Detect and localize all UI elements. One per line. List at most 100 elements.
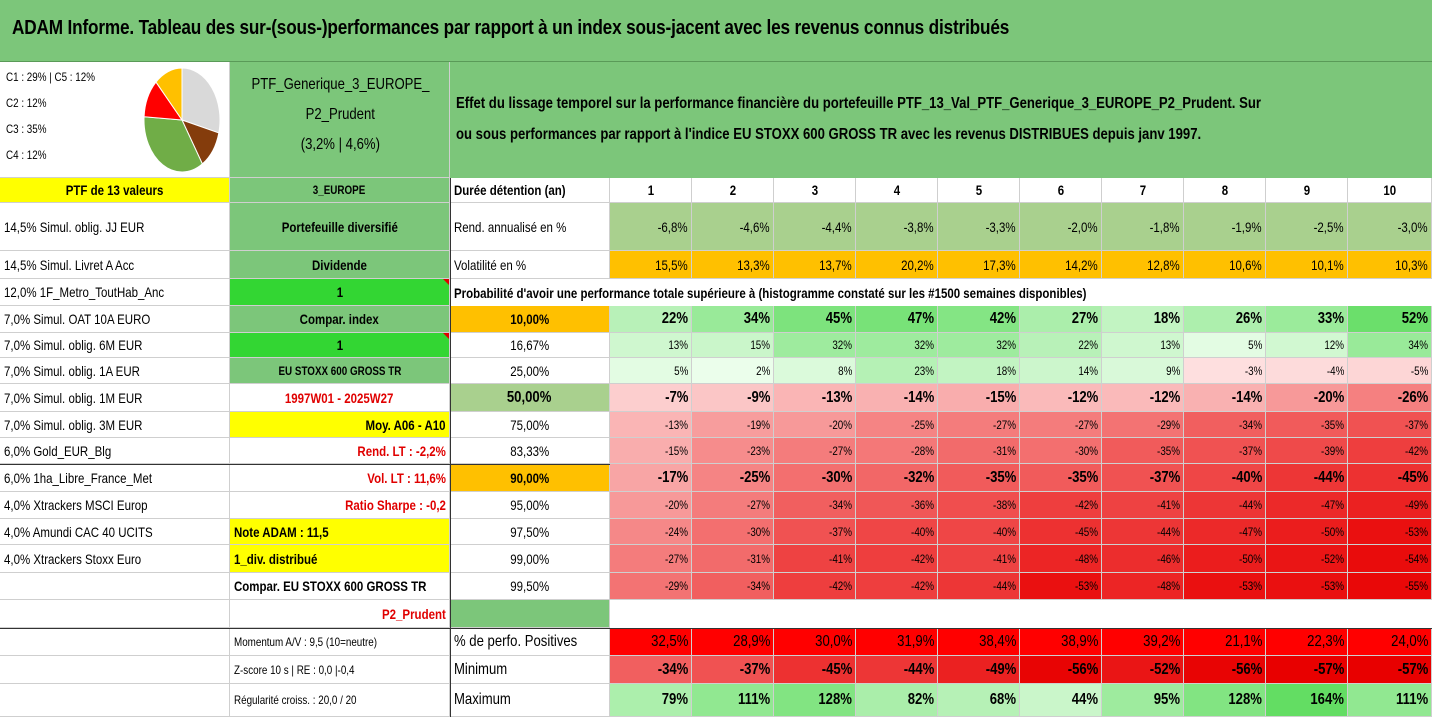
positive-value: 30,0% [774,628,856,656]
pie-slice-c3 [143,116,203,173]
prob-value: -30% [774,464,856,492]
min-value: -49% [938,656,1020,684]
prob-value: 22% [610,306,692,333]
positive-value: 32,5% [610,628,692,656]
prob-value: 27% [1020,306,1102,333]
rend-value-text: -3,3% [986,218,1016,235]
info-div-distrib-text: 1_div. distribué [234,550,318,567]
portfolio-name-line2: P2_Prudent [230,102,450,128]
prob-value: -37% [1184,438,1266,464]
prob-value: -49% [1348,492,1432,519]
vol-value: 15,5% [610,251,692,279]
prob-value-text: -20% [665,498,688,512]
prob-value: 5% [610,358,692,384]
year-header-text: 8 [1221,182,1228,198]
prob-value: -41% [774,545,856,573]
rend-value-text: -6,8% [658,218,688,235]
prob-value: -53% [1348,519,1432,545]
info-vol-lt: Vol. LT : 11,6% [230,464,450,492]
description-box [450,62,1432,178]
prob-value-text: -36% [911,498,934,512]
portfolio-name-line3-text: (3,2% | 4,6%) [300,136,380,153]
prob-value-text: 12% [1324,338,1344,352]
rend-value: -2,5% [1266,203,1348,251]
holding-row-text: 4,0% Amundi CAC 40 UCITS [4,523,153,540]
prob-value: -34% [774,492,856,519]
prob-value-text: -23% [747,443,770,458]
min-value: -45% [774,656,856,684]
prob-value-text: 34% [743,310,770,327]
prob-value-text: -53% [1321,579,1344,593]
info-compar-label: Compar. index [230,306,450,333]
info-dividend-label: Dividende [230,251,450,279]
prob-value-text: -37% [1239,443,1262,458]
rend-value-text: -1,8% [1150,218,1180,235]
positive-value: 31,9% [856,628,938,656]
max-value: 111% [1348,684,1432,717]
prob-value: -25% [856,412,938,438]
prob-value-text: -27% [1075,417,1098,432]
prob-value-text: 52% [1401,310,1428,327]
info-period: 1997W01 - 2025W27 [230,384,450,412]
info-compar-full-text: Compar. EU STOXX 600 GROSS TR [234,578,427,594]
year-header-text: 3 [811,182,818,198]
prob-value: -37% [1102,464,1184,492]
max-value-text: 111% [1395,691,1428,708]
prob-value-text: -44% [1313,468,1344,486]
prob-value-text: -48% [1157,579,1180,593]
prob-value-text: -29% [1157,417,1180,432]
prob-value-text: -48% [1075,551,1098,566]
rend-value-text: -4,4% [822,218,852,235]
year-header-text: 4 [893,182,900,198]
prob-value-text: -5% [1410,363,1428,378]
prob-value: -44% [1184,492,1266,519]
prob-value: -34% [692,573,774,600]
positive-value-text: 32,5% [650,632,688,650]
prob-value: 26% [1184,306,1266,333]
prob-quantile: 25,00% [450,358,610,384]
prob-value: -31% [938,438,1020,464]
vol-value-text: 10,3% [1395,256,1428,273]
prob-value-text: -31% [747,551,770,566]
year-header-text: 2 [729,182,736,198]
prob-value: -39% [1266,438,1348,464]
prob-value: 12% [1266,333,1348,358]
empty-cell [0,573,230,600]
empty-cell [0,656,230,684]
pie-slice-c1 [181,67,221,134]
info-compar-value: 1 [230,333,450,358]
prob-value: -55% [1348,573,1432,600]
vol-value-text: 12,8% [1147,256,1180,273]
prob-value: -28% [856,438,938,464]
vol-value: 12,8% [1102,251,1184,279]
rend-value: -1,9% [1184,203,1266,251]
prob-value: -38% [938,492,1020,519]
prob-value-text: -30% [821,468,852,486]
prob-value-text: -54% [1405,551,1428,566]
prob-value-text: 8% [837,363,852,378]
prob-value: -27% [610,545,692,573]
prob-value-text: -50% [1239,551,1262,566]
max-value-text: 128% [818,691,852,708]
prob-value-text: 5% [1247,338,1262,352]
info-compar-value-text: 1 [336,337,343,353]
prob-value-text: 13% [668,338,688,352]
year-header-text: 1 [647,182,654,198]
prob-value: 18% [938,358,1020,384]
vol-value-text: 13,3% [737,256,770,273]
info-profile-text: P2_Prudent [382,605,446,622]
rend-label: Rend. annualisé en % [450,203,610,251]
prob-value: -50% [1266,519,1348,545]
prob-value: -40% [1184,464,1266,492]
description-line1: Effet du lissage temporel sur la perform… [452,92,1432,116]
prob-value-text: -35% [1157,443,1180,458]
prob-value-text: -13% [665,417,688,432]
prob-value-text: 15% [750,338,770,352]
info-period-text: 1997W01 - 2025W27 [285,389,394,406]
prob-value: -19% [692,412,774,438]
prob-value: 15% [692,333,774,358]
prob-value: -15% [610,438,692,464]
positive-value: 28,9% [692,628,774,656]
prob-quantile: 16,67% [450,333,610,358]
rend-value-text: -2,0% [1068,218,1098,235]
